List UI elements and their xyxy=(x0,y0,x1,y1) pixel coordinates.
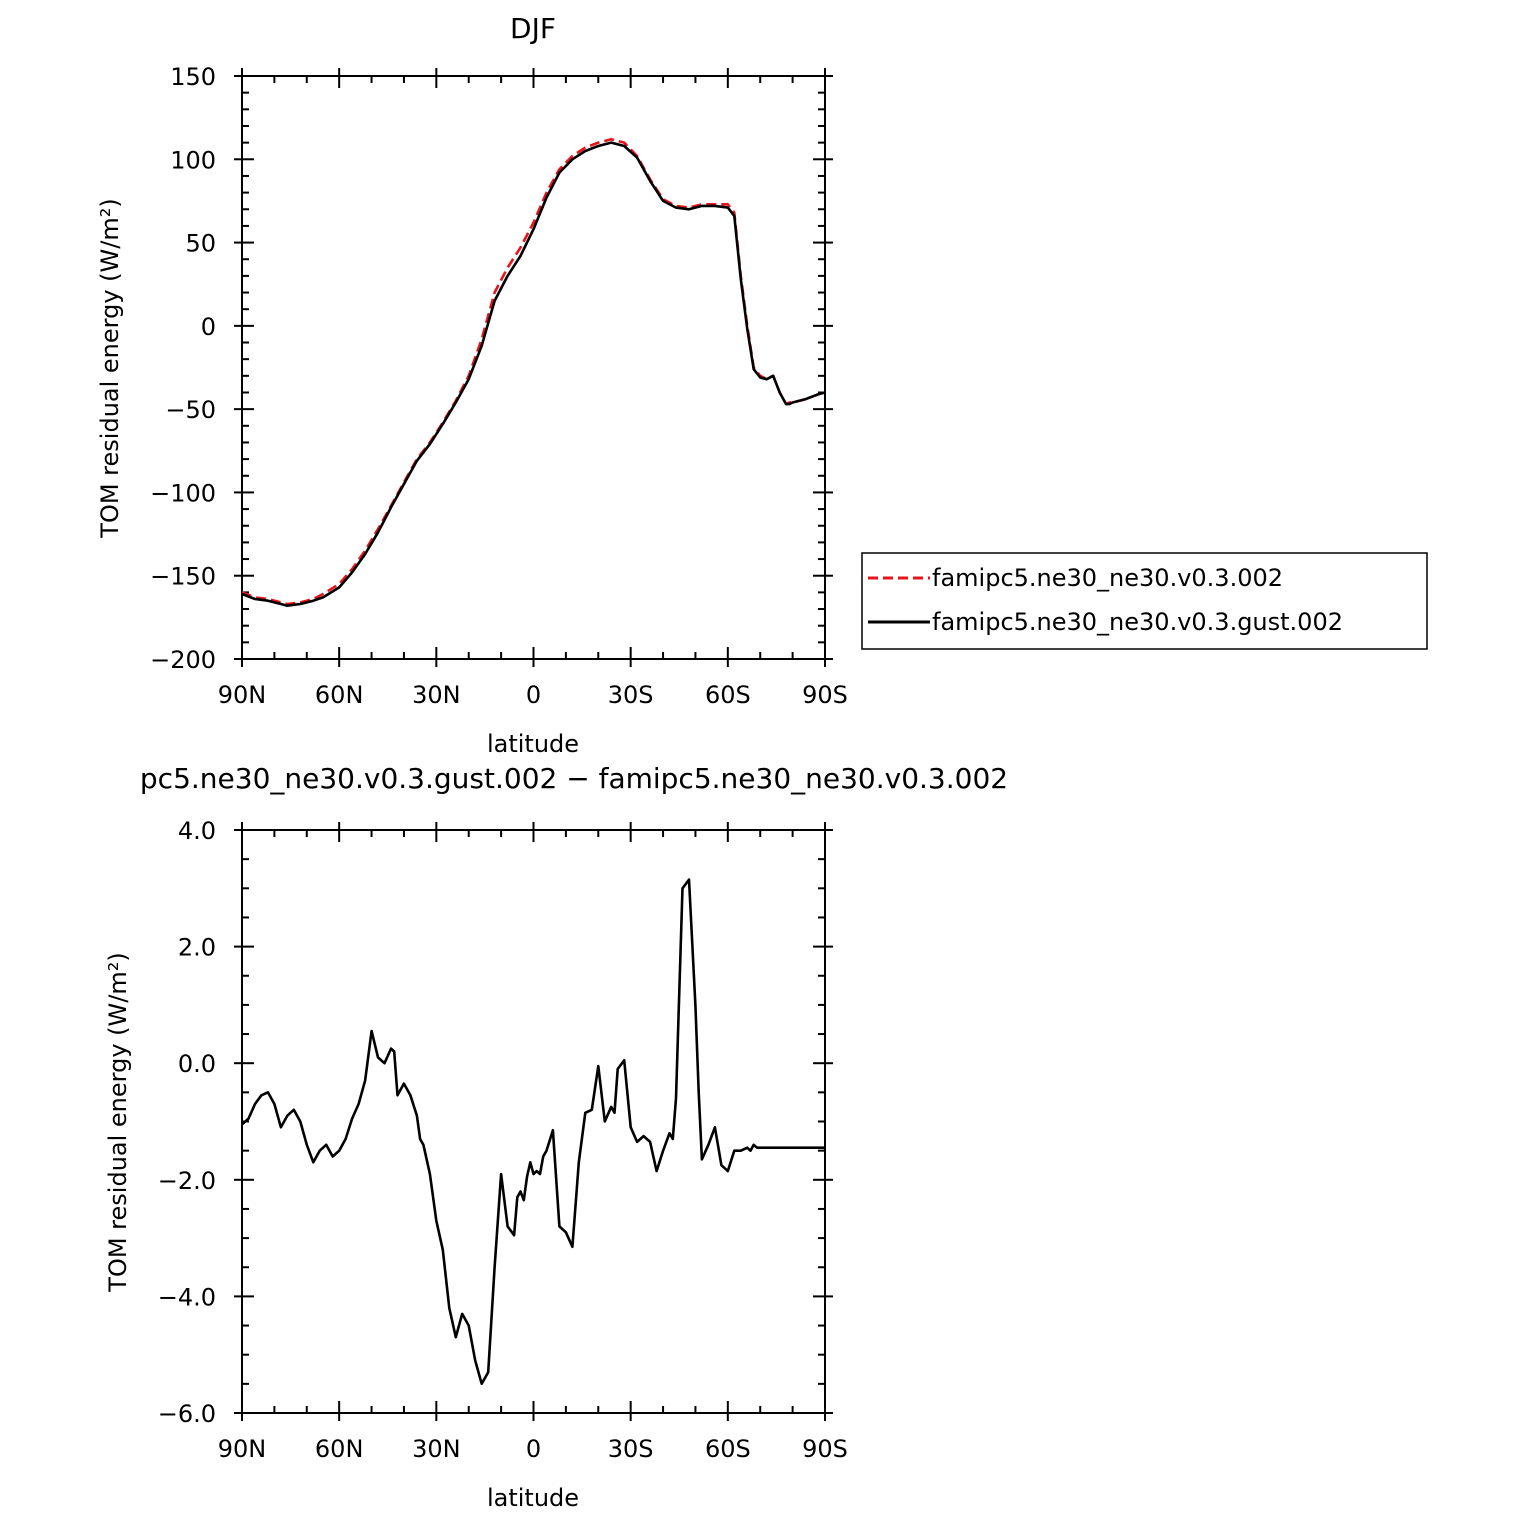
top-y-tick-label: −200 xyxy=(150,646,216,674)
top-y-tick-label: 0 xyxy=(201,313,216,341)
bottom-x-tick-label: 60S xyxy=(705,1435,751,1463)
bottom-y-tick-label: −2.0 xyxy=(158,1167,216,1195)
bottom-y-tick-label: 4.0 xyxy=(178,817,216,845)
top-x-axis-label: latitude xyxy=(487,730,579,758)
top-y-tick-label: 100 xyxy=(170,146,216,174)
top-x-tick-label: 60S xyxy=(705,681,751,709)
bottom-plot-area: 90N 60N 30N 0 30S 60S 90S −6.0 −4.0 −2.0 0.0 2.0 4.0 xyxy=(158,817,848,1463)
top-y-axis-label: TOM residual energy (W/m²) xyxy=(96,198,124,538)
top-x-tick-label: 90S xyxy=(802,681,848,709)
bottom-panel: pc5.ne30_ne30.v0.3.gust.002 − famipc5.ne… xyxy=(104,762,1008,1512)
legend-label-dashed: famipc5.ne30_ne30.v0.3.002 xyxy=(932,564,1283,592)
bottom-plot-frame xyxy=(241,829,826,1414)
top-plot-area: 90N 60N 30N 0 30S 60S 90S −200 −150 −100 −50 0 50 100… xyxy=(150,63,848,709)
bottom-y-tick-label: −4.0 xyxy=(158,1283,216,1311)
bottom-x-tick-label: 90S xyxy=(802,1435,848,1463)
top-x-tick-label: 30N xyxy=(412,681,461,709)
bottom-x-tick-label: 60N xyxy=(315,1435,364,1463)
top-y-tick-label: 150 xyxy=(170,63,216,91)
bottom-x-axis-label: latitude xyxy=(487,1484,579,1512)
top-x-tick-label: 60N xyxy=(315,681,364,709)
bottom-y-tick-label: −6.0 xyxy=(158,1400,216,1428)
bottom-series-solid-line xyxy=(241,878,825,1386)
legend-box xyxy=(861,552,1428,650)
top-y-tick-label: 50 xyxy=(185,230,216,258)
top-y-tick-label: −50 xyxy=(165,396,216,424)
top-y-tick-label: −100 xyxy=(150,479,216,507)
bottom-x-tick-label: 30N xyxy=(412,1435,461,1463)
top-y-tick-label: −150 xyxy=(150,563,216,591)
bottom-x-tick-label: 30S xyxy=(608,1435,654,1463)
bottom-y-tick-label: 2.0 xyxy=(178,934,216,962)
top-x-tick-label: 30S xyxy=(608,681,654,709)
legend: famipc5.ne30_ne30.v0.3.002 famipc5.ne30_… xyxy=(861,552,1428,650)
bottom-x-tick-label: 90N xyxy=(218,1435,267,1463)
top-chart-title: DJF xyxy=(510,12,556,45)
top-panel: DJF 90N 60N 30N 0 30S 60S 90S −200 −150 −100 −50 0 5… xyxy=(96,12,848,758)
top-series-dashed-line xyxy=(241,138,826,606)
legend-label-solid: famipc5.ne30_ne30.v0.3.gust.002 xyxy=(932,608,1343,636)
top-x-tick-label: 90N xyxy=(218,681,267,709)
bottom-chart-title: pc5.ne30_ne30.v0.3.gust.002 − famipc5.ne… xyxy=(140,762,1008,795)
top-x-tick-label: 0 xyxy=(526,681,541,709)
bottom-y-axis-label: TOM residual energy (W/m²) xyxy=(104,952,132,1292)
top-plot-frame xyxy=(241,75,826,660)
bottom-x-tick-label: 0 xyxy=(526,1435,541,1463)
top-series-solid-line xyxy=(241,141,826,608)
bottom-y-tick-label: 0.0 xyxy=(178,1050,216,1078)
